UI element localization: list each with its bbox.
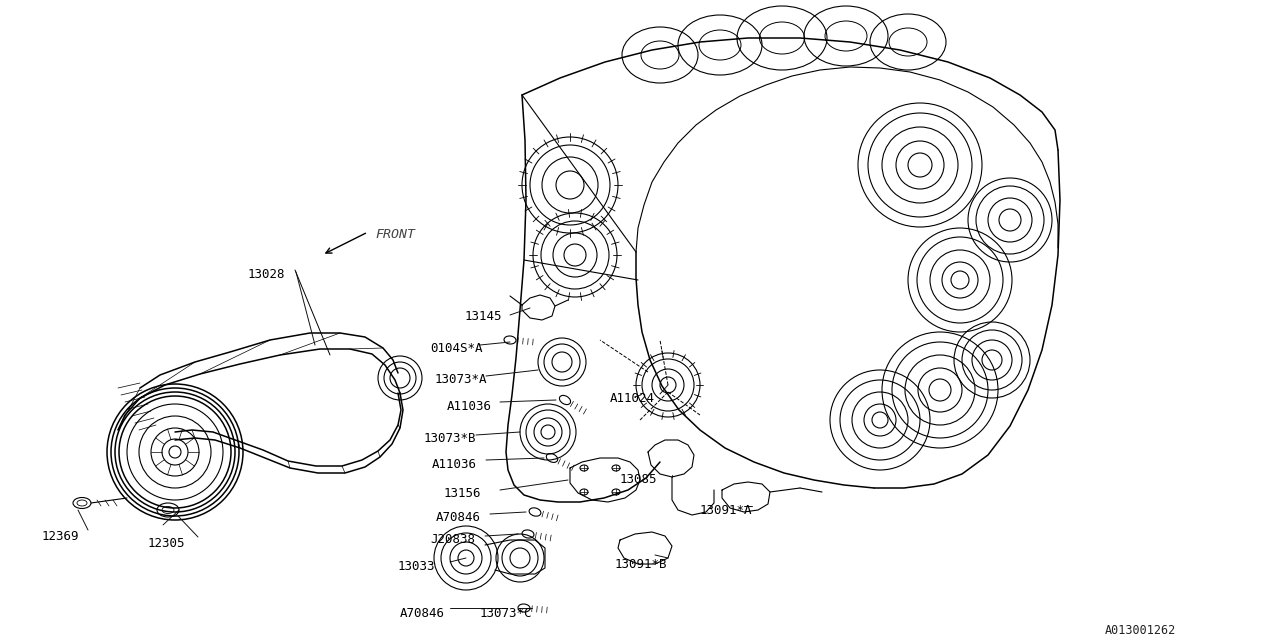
Text: 13073*C: 13073*C	[480, 607, 532, 620]
Text: J20838: J20838	[430, 533, 475, 546]
Text: A013001262: A013001262	[1105, 624, 1176, 637]
Text: 13033: 13033	[398, 560, 435, 573]
Text: 13085: 13085	[620, 473, 658, 486]
Text: 13145: 13145	[465, 310, 503, 323]
Text: 13073*B: 13073*B	[424, 432, 476, 445]
Text: A11036: A11036	[433, 458, 477, 471]
Text: 12369: 12369	[42, 530, 79, 543]
Text: A11036: A11036	[447, 400, 492, 413]
Text: 13156: 13156	[444, 487, 481, 500]
Text: 13091*A: 13091*A	[700, 504, 753, 517]
Text: 13091*B: 13091*B	[614, 558, 667, 571]
Text: 13073*A: 13073*A	[435, 373, 488, 386]
Text: A70846: A70846	[436, 511, 481, 524]
Text: FRONT: FRONT	[375, 228, 415, 241]
Text: 13028: 13028	[248, 268, 285, 281]
Text: 12305: 12305	[148, 537, 186, 550]
Text: A70846: A70846	[399, 607, 445, 620]
Text: 0104S*A: 0104S*A	[430, 342, 483, 355]
Text: A11024: A11024	[611, 392, 655, 405]
